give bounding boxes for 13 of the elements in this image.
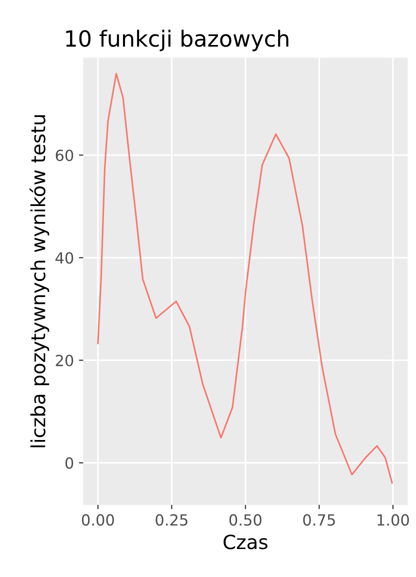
x-tick-label: 0.75 [303, 514, 335, 526]
y-tick-label: 20 [56, 354, 74, 366]
x-tick-label: 0.00 [82, 514, 114, 526]
x-tick-label: 0.50 [229, 514, 262, 526]
y-tick-label: 60 [56, 150, 74, 162]
x-tick-label: 1.00 [378, 514, 409, 526]
y-tick-label: 0 [65, 457, 74, 469]
x-tick-label: 0.25 [156, 514, 188, 526]
y-axis-title: liczba pozytywnych wyników testu [30, 115, 50, 448]
y-tick-label: 40 [55, 252, 74, 264]
x-axis-title: Czas [224, 534, 268, 550]
chart-title: 10 funkcji bazowych [66, 30, 288, 52]
line-series [97, 72, 393, 484]
